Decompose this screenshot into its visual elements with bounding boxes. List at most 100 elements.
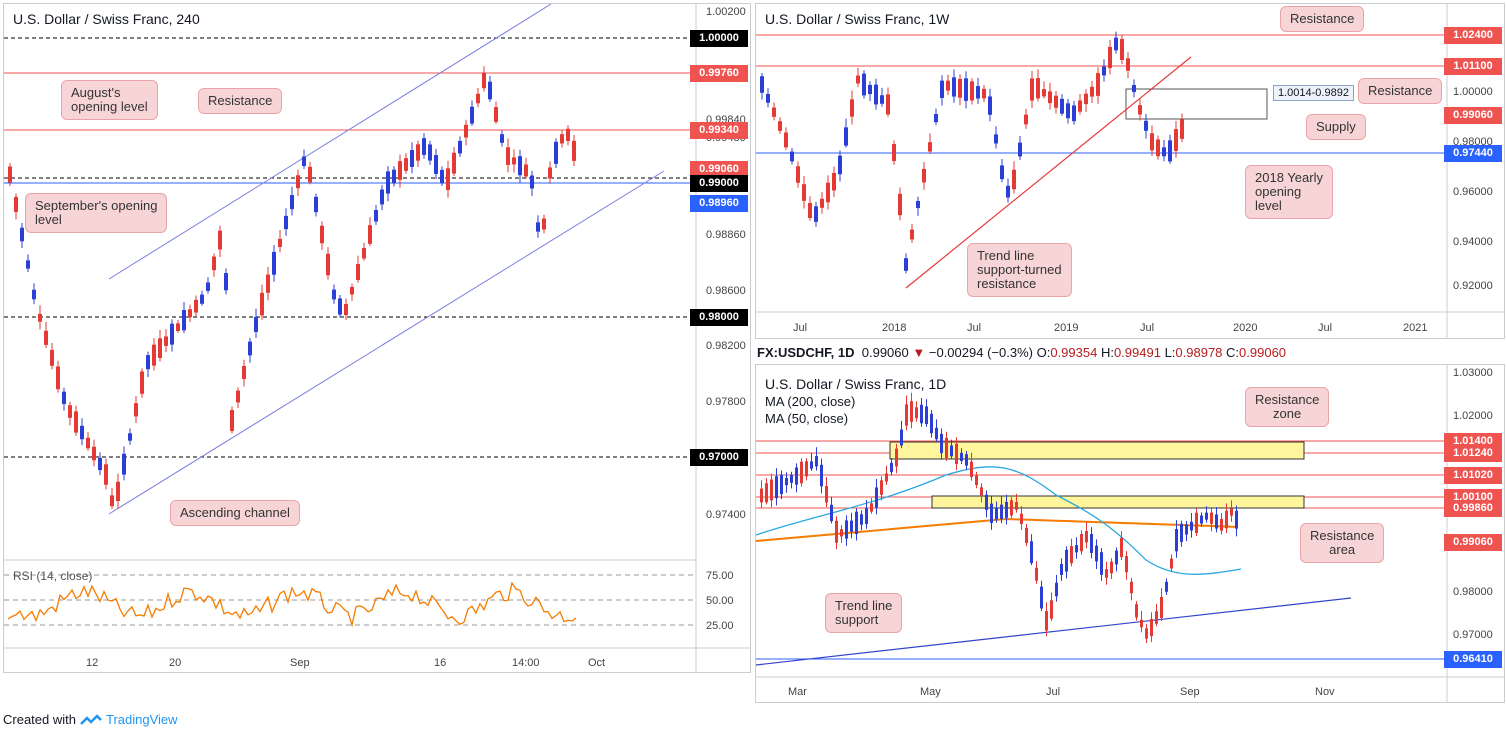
daily-candle xyxy=(1185,524,1188,535)
daily-candle xyxy=(885,473,888,482)
rsi-line xyxy=(7,581,577,628)
daily-candle xyxy=(775,476,778,499)
h4-resistance-note: Resistance xyxy=(198,88,283,114)
h4-candle xyxy=(92,446,96,461)
h4-candle xyxy=(308,166,312,183)
daily-candle xyxy=(1010,500,1013,516)
h4-x-tick: 14:00 xyxy=(512,657,540,669)
h4-price-tag: 0.99060 xyxy=(690,161,748,178)
h4-candle xyxy=(326,253,330,276)
h4-candle xyxy=(518,156,522,176)
daily-candle xyxy=(1210,512,1213,524)
weekly-y-tick: 0.96000 xyxy=(1453,186,1493,198)
weekly-candle xyxy=(1036,78,1040,99)
weekly-candle xyxy=(910,229,914,240)
h4-candle xyxy=(188,309,192,318)
weekly-x-tick: Jul xyxy=(793,322,807,334)
price-change: −0.00294 (−0.3%) xyxy=(928,345,1033,360)
weekly-chart-title: U.S. Dollar / Swiss Franc, 1W xyxy=(765,11,950,27)
daily-candle xyxy=(870,503,873,512)
h4-candle xyxy=(548,167,552,179)
weekly-candle xyxy=(772,107,776,117)
channel-lower-line xyxy=(108,170,665,515)
h4-candle xyxy=(194,299,198,313)
weekly-candle xyxy=(1078,100,1082,112)
daily-candle xyxy=(1100,552,1103,575)
h4-candle xyxy=(146,355,150,370)
weekly-candle xyxy=(892,144,896,161)
h4-x-tick: Oct xyxy=(588,657,605,669)
h4-candle xyxy=(542,218,546,230)
weekly-candle xyxy=(1144,120,1148,131)
rsi-y-tick: 25.00 xyxy=(706,620,734,632)
daily-x-tick: Jul xyxy=(1046,686,1060,698)
weekly-candle xyxy=(964,78,968,101)
h4-candle xyxy=(422,138,426,155)
weekly-price-tag: 1.02400 xyxy=(1444,27,1502,44)
daily-candle xyxy=(1190,521,1193,531)
h4-candle xyxy=(272,251,276,275)
h4-candle xyxy=(482,72,486,89)
weekly-chart-panel[interactable]: 1.00000 0.98000 0.96000 0.94000 0.92000 Jul 20… xyxy=(755,3,1505,339)
h4-candle xyxy=(452,152,456,174)
h4-candle xyxy=(530,175,534,189)
h4-price-tag: 0.98000 xyxy=(690,309,748,326)
daily-candle xyxy=(920,404,923,424)
daily-candle xyxy=(840,529,843,537)
h4-candle xyxy=(488,81,492,100)
weekly-candle xyxy=(1030,78,1034,101)
weekly-candle xyxy=(850,99,854,117)
daily-x-tick: Nov xyxy=(1315,686,1335,698)
weekly-candle xyxy=(976,86,980,99)
weekly-candle xyxy=(970,81,974,101)
weekly-candle xyxy=(1012,169,1016,190)
weekly-candle xyxy=(1168,140,1172,162)
resistance-area-note: Resistance area xyxy=(1300,523,1385,563)
daily-candle xyxy=(1085,531,1088,543)
weekly-candle xyxy=(952,77,956,97)
daily-price-tag: 0.96410 xyxy=(1444,651,1502,668)
daily-candle xyxy=(950,445,953,457)
rsi-y-tick: 75.00 xyxy=(706,570,734,582)
supply-box-label: 1.0014-0.9892 xyxy=(1273,85,1354,101)
weekly-candle xyxy=(838,155,842,175)
h4-candle xyxy=(332,289,336,300)
h4-candle xyxy=(236,390,240,403)
daily-candle xyxy=(1140,619,1143,628)
h4-candle xyxy=(296,175,300,189)
daily-x-tick: Sep xyxy=(1180,686,1200,698)
h4-x-tick: Sep xyxy=(290,657,310,669)
daily-candle xyxy=(1080,534,1083,552)
daily-candle xyxy=(900,429,903,446)
daily-chart-panel[interactable]: 1.03000 1.02000 0.98000 0.97000 Mar May Jul Sep… xyxy=(755,364,1505,703)
daily-candle xyxy=(965,454,968,466)
daily-candle xyxy=(1035,567,1038,581)
h4-chart-panel[interactable]: 1.002000.998400.994800.988600.986000.982… xyxy=(3,3,751,673)
h4-y-tick: 0.98200 xyxy=(706,340,746,352)
daily-chart[interactable]: 1.03000 1.02000 0.98000 0.97000 Mar May Jul Sep… xyxy=(756,365,1504,702)
h4-candle xyxy=(314,196,318,213)
daily-candle xyxy=(990,503,993,523)
daily-candle xyxy=(1090,534,1093,553)
h4-candle xyxy=(284,215,288,230)
h4-candle xyxy=(242,365,246,380)
yearly-opening-note: 2018 Yearly opening level xyxy=(1245,165,1333,219)
weekly-candle xyxy=(1054,95,1058,108)
resistance-area-box xyxy=(931,495,1305,509)
tradingview-brand[interactable]: TradingView xyxy=(105,712,178,727)
daily-candle xyxy=(985,494,988,510)
weekly-candle xyxy=(814,206,818,222)
tradingview-logo-icon xyxy=(80,713,102,725)
footer: Created with TradingView xyxy=(3,712,178,727)
h4-price-tag: 0.97000 xyxy=(690,449,748,466)
weekly-candle xyxy=(784,132,788,148)
daily-y-tick: 0.98000 xyxy=(1453,586,1493,598)
supply-box xyxy=(1125,88,1268,120)
last-price: 0.99060 xyxy=(861,345,909,360)
h4-chart[interactable]: 1.002000.998400.994800.988600.986000.982… xyxy=(4,4,750,672)
weekly-candle xyxy=(1114,37,1118,51)
september-opening-note: September's opening level xyxy=(25,193,168,233)
h4-y-tick: 0.98600 xyxy=(706,285,746,297)
daily-candle xyxy=(1145,628,1148,639)
